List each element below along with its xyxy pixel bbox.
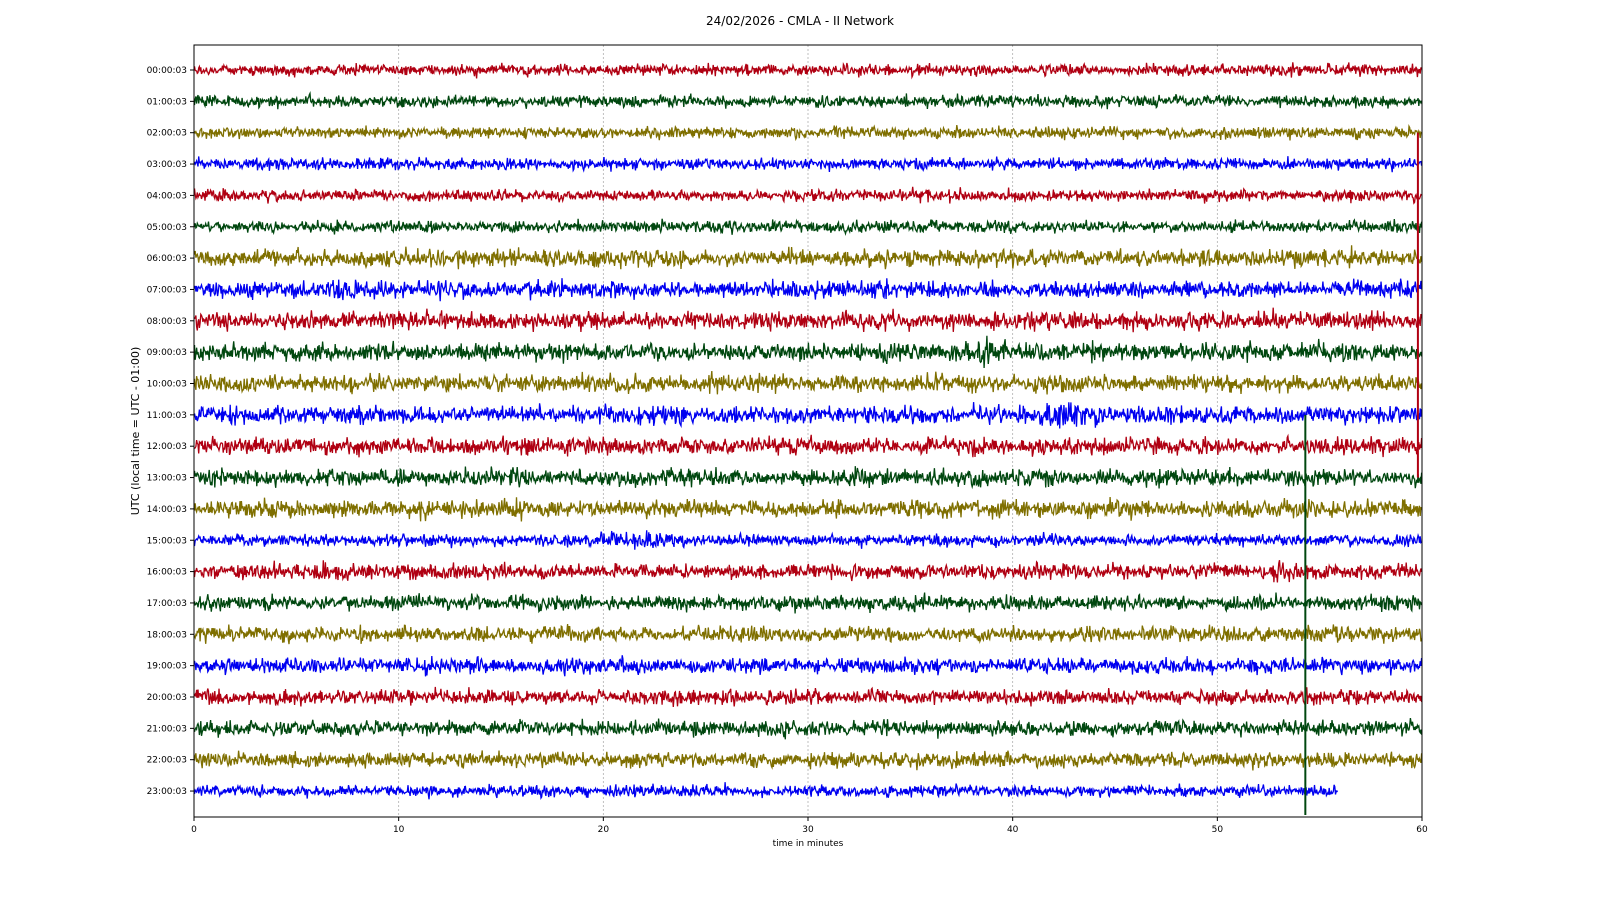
x-tick-label: 50 — [1212, 825, 1224, 835]
trace-00:00:03 — [193, 61, 1423, 80]
y-tick-label: 04:00:03 — [147, 191, 187, 201]
trace-09:00:03 — [193, 335, 1423, 369]
trace-01:00:03 — [193, 91, 1423, 110]
y-axis-label: UTC (local time = UTC - 01:00) — [129, 347, 142, 516]
chart-title: 24/02/2026 - CMLA - II Network — [706, 14, 894, 28]
trace-14:00:03 — [193, 496, 1423, 522]
x-tick-label: 30 — [802, 825, 814, 835]
y-tick-label: 15:00:03 — [147, 536, 187, 546]
trace-15:00:03 — [193, 530, 1423, 550]
y-tick-label: 16:00:03 — [147, 568, 187, 578]
y-tick-label: 00:00:03 — [147, 66, 187, 76]
y-tick-label: 12:00:03 — [147, 442, 187, 452]
y-tick-label: 17:00:03 — [147, 599, 187, 609]
y-axis: 00:00:03 01:00:03 02:00:03 03:00:03 04:00:03… — [147, 66, 194, 797]
trace-20:00:03 — [193, 686, 1423, 707]
trace-10:00:03 — [193, 370, 1423, 395]
y-tick-label: 18:00:03 — [147, 630, 187, 640]
trace-04:00:03 — [193, 186, 1422, 205]
trace-03:00:03 — [193, 156, 1423, 173]
y-tick-label: 01:00:03 — [147, 97, 187, 107]
y-tick-label: 13:00:03 — [147, 474, 187, 484]
y-tick-label: 20:00:03 — [147, 693, 187, 703]
y-tick-label: 07:00:03 — [147, 285, 187, 295]
trace-23:00:03 — [193, 782, 1339, 800]
y-tick-label: 19:00:03 — [147, 662, 187, 672]
trace-21:00:03 — [193, 717, 1423, 740]
y-tick-label: 11:00:03 — [147, 411, 187, 421]
y-tick-label: 05:00:03 — [147, 223, 187, 233]
trace-08:00:03 — [193, 307, 1423, 333]
x-tick-label: 0 — [191, 825, 197, 835]
trace-13:00:03 — [193, 466, 1423, 490]
y-tick-label: 09:00:03 — [147, 348, 187, 358]
trace-16:00:03 — [193, 560, 1423, 583]
x-axis-label: time in minutes — [773, 839, 844, 849]
y-tick-label: 06:00:03 — [147, 254, 187, 264]
trace-07:00:03 — [193, 278, 1423, 302]
trace-17:00:03 — [193, 592, 1423, 614]
trace-12:00:03 — [194, 433, 1423, 458]
x-tick-label: 40 — [1007, 825, 1019, 835]
trace-05:00:03 — [193, 218, 1423, 237]
x-tick-label: 10 — [393, 825, 405, 835]
x-tick-label: 60 — [1416, 825, 1428, 835]
trace-19:00:03 — [193, 655, 1423, 677]
trace-06:00:03 — [193, 245, 1423, 270]
y-tick-label: 22:00:03 — [147, 756, 187, 766]
y-tick-label: 23:00:03 — [147, 787, 187, 797]
x-axis: 0 10 20 30 40 50 60 — [191, 817, 1428, 835]
y-tick-label: 14:00:03 — [147, 505, 187, 515]
trace-18:00:03 — [193, 623, 1423, 645]
trace-22:00:03 — [193, 750, 1423, 771]
y-tick-label: 21:00:03 — [147, 724, 187, 734]
y-tick-label: 08:00:03 — [147, 317, 187, 327]
y-tick-label: 03:00:03 — [147, 160, 187, 170]
grid-layer — [193, 45, 1423, 817]
trace-layer — [193, 61, 1423, 815]
y-tick-label: 10:00:03 — [147, 380, 187, 390]
trace-02:00:03 — [193, 124, 1423, 142]
trace-11:00:03 — [193, 402, 1423, 429]
x-tick-label: 20 — [598, 825, 610, 835]
y-tick-label: 02:00:03 — [147, 129, 187, 139]
